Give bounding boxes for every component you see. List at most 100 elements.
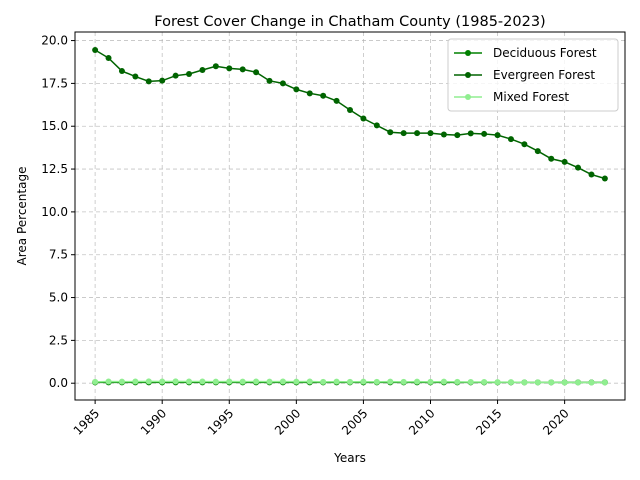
mixed-forest-point bbox=[414, 378, 421, 385]
mixed-forest-point bbox=[534, 379, 541, 386]
mixed-forest-point bbox=[132, 378, 139, 385]
mixed-forest-point bbox=[320, 378, 327, 385]
legend-entry-evergreen-forest: Evergreen Forest bbox=[454, 68, 595, 82]
y-tick-label: 7.5 bbox=[49, 248, 68, 262]
evergreen-forest-point bbox=[306, 90, 313, 97]
evergreen-forest-point bbox=[293, 86, 300, 93]
mixed-forest-point bbox=[548, 379, 555, 386]
evergreen-forest-point bbox=[414, 130, 421, 137]
mixed-forest-point bbox=[105, 378, 112, 385]
y-axis-ticks: 0.0 2.5 5.0 7.5 10.0 12.5 15.0 17.5 20.0 bbox=[41, 34, 75, 390]
mixed-forest-point bbox=[145, 378, 152, 385]
mixed-forest-point bbox=[481, 379, 488, 386]
y-tick-label: 5.0 bbox=[49, 291, 68, 305]
mixed-forest-point bbox=[333, 378, 340, 385]
mixed-forest-point bbox=[575, 379, 582, 386]
legend-entry-deciduous-forest: Deciduous Forest bbox=[454, 46, 597, 60]
mixed-forest-point bbox=[494, 379, 501, 386]
mixed-forest-point bbox=[92, 378, 99, 385]
mixed-forest-point bbox=[279, 378, 286, 385]
evergreen-forest-point bbox=[186, 70, 193, 77]
series-evergreen-forest bbox=[92, 46, 608, 182]
legend: Deciduous Forest Evergreen Forest Mixed Fo… bbox=[447, 38, 619, 112]
evergreen-forest-point bbox=[253, 69, 260, 76]
evergreen-forest-point bbox=[507, 136, 514, 143]
evergreen-forest-point bbox=[588, 171, 595, 178]
evergreen-forest-point bbox=[534, 148, 541, 155]
legend-label-deciduous-forest: Deciduous Forest bbox=[493, 46, 597, 60]
mixed-forest-point bbox=[226, 378, 233, 385]
evergreen-forest-point bbox=[601, 175, 608, 182]
y-tick-label: 17.5 bbox=[41, 76, 68, 90]
y-tick-label: 2.5 bbox=[49, 333, 68, 347]
evergreen-forest-point bbox=[266, 77, 273, 84]
mixed-forest-point bbox=[360, 378, 367, 385]
mixed-forest-point bbox=[239, 378, 246, 385]
legend-marker-evergreen-forest bbox=[465, 72, 471, 78]
mixed-forest-point bbox=[186, 378, 193, 385]
evergreen-forest-point bbox=[320, 92, 327, 99]
evergreen-forest-point bbox=[159, 77, 166, 84]
evergreen-forest-point bbox=[172, 72, 179, 79]
mixed-forest-point bbox=[454, 378, 461, 385]
series-layer bbox=[92, 46, 608, 386]
y-tick-label: 10.0 bbox=[41, 205, 68, 219]
evergreen-forest-point bbox=[481, 130, 488, 137]
x-axis-label: Years bbox=[333, 451, 366, 465]
mixed-forest-point bbox=[118, 378, 125, 385]
y-axis-label: Area Percentage bbox=[15, 167, 29, 266]
legend-marker-mixed-forest bbox=[465, 94, 471, 100]
mixed-forest-point bbox=[467, 379, 474, 386]
evergreen-forest-point bbox=[333, 97, 340, 104]
mixed-forest-point bbox=[521, 379, 528, 386]
mixed-forest-point bbox=[561, 379, 568, 386]
mixed-forest-point bbox=[601, 379, 608, 386]
mixed-forest-point bbox=[253, 378, 260, 385]
mixed-forest-point bbox=[373, 378, 380, 385]
mixed-forest-point bbox=[588, 379, 595, 386]
series-mixed-forest bbox=[92, 378, 608, 386]
evergreen-forest-point bbox=[561, 158, 568, 165]
legend-label-evergreen-forest: Evergreen Forest bbox=[493, 68, 595, 82]
evergreen-forest-point bbox=[145, 78, 152, 85]
plot-frame bbox=[74, 31, 626, 401]
evergreen-forest-point bbox=[347, 106, 353, 113]
evergreen-forest-point bbox=[454, 132, 461, 139]
evergreen-forest-point bbox=[279, 80, 286, 87]
evergreen-forest-point bbox=[387, 129, 394, 136]
y-tick-label: 12.5 bbox=[41, 162, 68, 176]
evergreen-forest-point bbox=[239, 66, 246, 73]
legend-box bbox=[447, 38, 619, 112]
mixed-forest-point bbox=[400, 378, 407, 385]
evergreen-forest-point bbox=[105, 55, 112, 62]
mixed-forest-point bbox=[159, 378, 166, 385]
evergreen-forest-point bbox=[226, 65, 233, 72]
evergreen-forest-point bbox=[373, 122, 380, 129]
evergreen-forest-point bbox=[521, 141, 528, 148]
evergreen-forest-point bbox=[548, 155, 555, 162]
evergreen-forest-point bbox=[360, 115, 367, 122]
evergreen-forest-point bbox=[427, 130, 434, 137]
evergreen-forest-point bbox=[440, 131, 447, 138]
y-tick-label: 15.0 bbox=[41, 119, 68, 133]
evergreen-forest-point bbox=[575, 164, 582, 171]
evergreen-forest-point bbox=[199, 67, 206, 74]
evergreen-forest-point bbox=[400, 130, 407, 137]
mixed-forest-point bbox=[172, 378, 179, 385]
mixed-forest-point bbox=[306, 378, 313, 385]
chart-title: Forest Cover Change in Chatham County (1… bbox=[154, 14, 545, 30]
evergreen-forest-point bbox=[118, 68, 125, 75]
y-tick-label: 20.0 bbox=[41, 34, 68, 48]
mixed-forest-point bbox=[293, 378, 300, 385]
legend-label-mixed-forest: Mixed Forest bbox=[493, 90, 569, 104]
mixed-forest-point bbox=[199, 378, 206, 385]
evergreen-forest-point bbox=[467, 130, 474, 137]
evergreen-forest-point bbox=[92, 46, 99, 53]
mixed-forest-point bbox=[347, 378, 353, 385]
mixed-forest-point bbox=[266, 378, 273, 385]
legend-entry-mixed-forest: Mixed Forest bbox=[454, 90, 569, 104]
evergreen-forest-point bbox=[212, 63, 219, 70]
mixed-forest-point bbox=[427, 378, 434, 385]
mixed-forest-point bbox=[212, 378, 219, 385]
